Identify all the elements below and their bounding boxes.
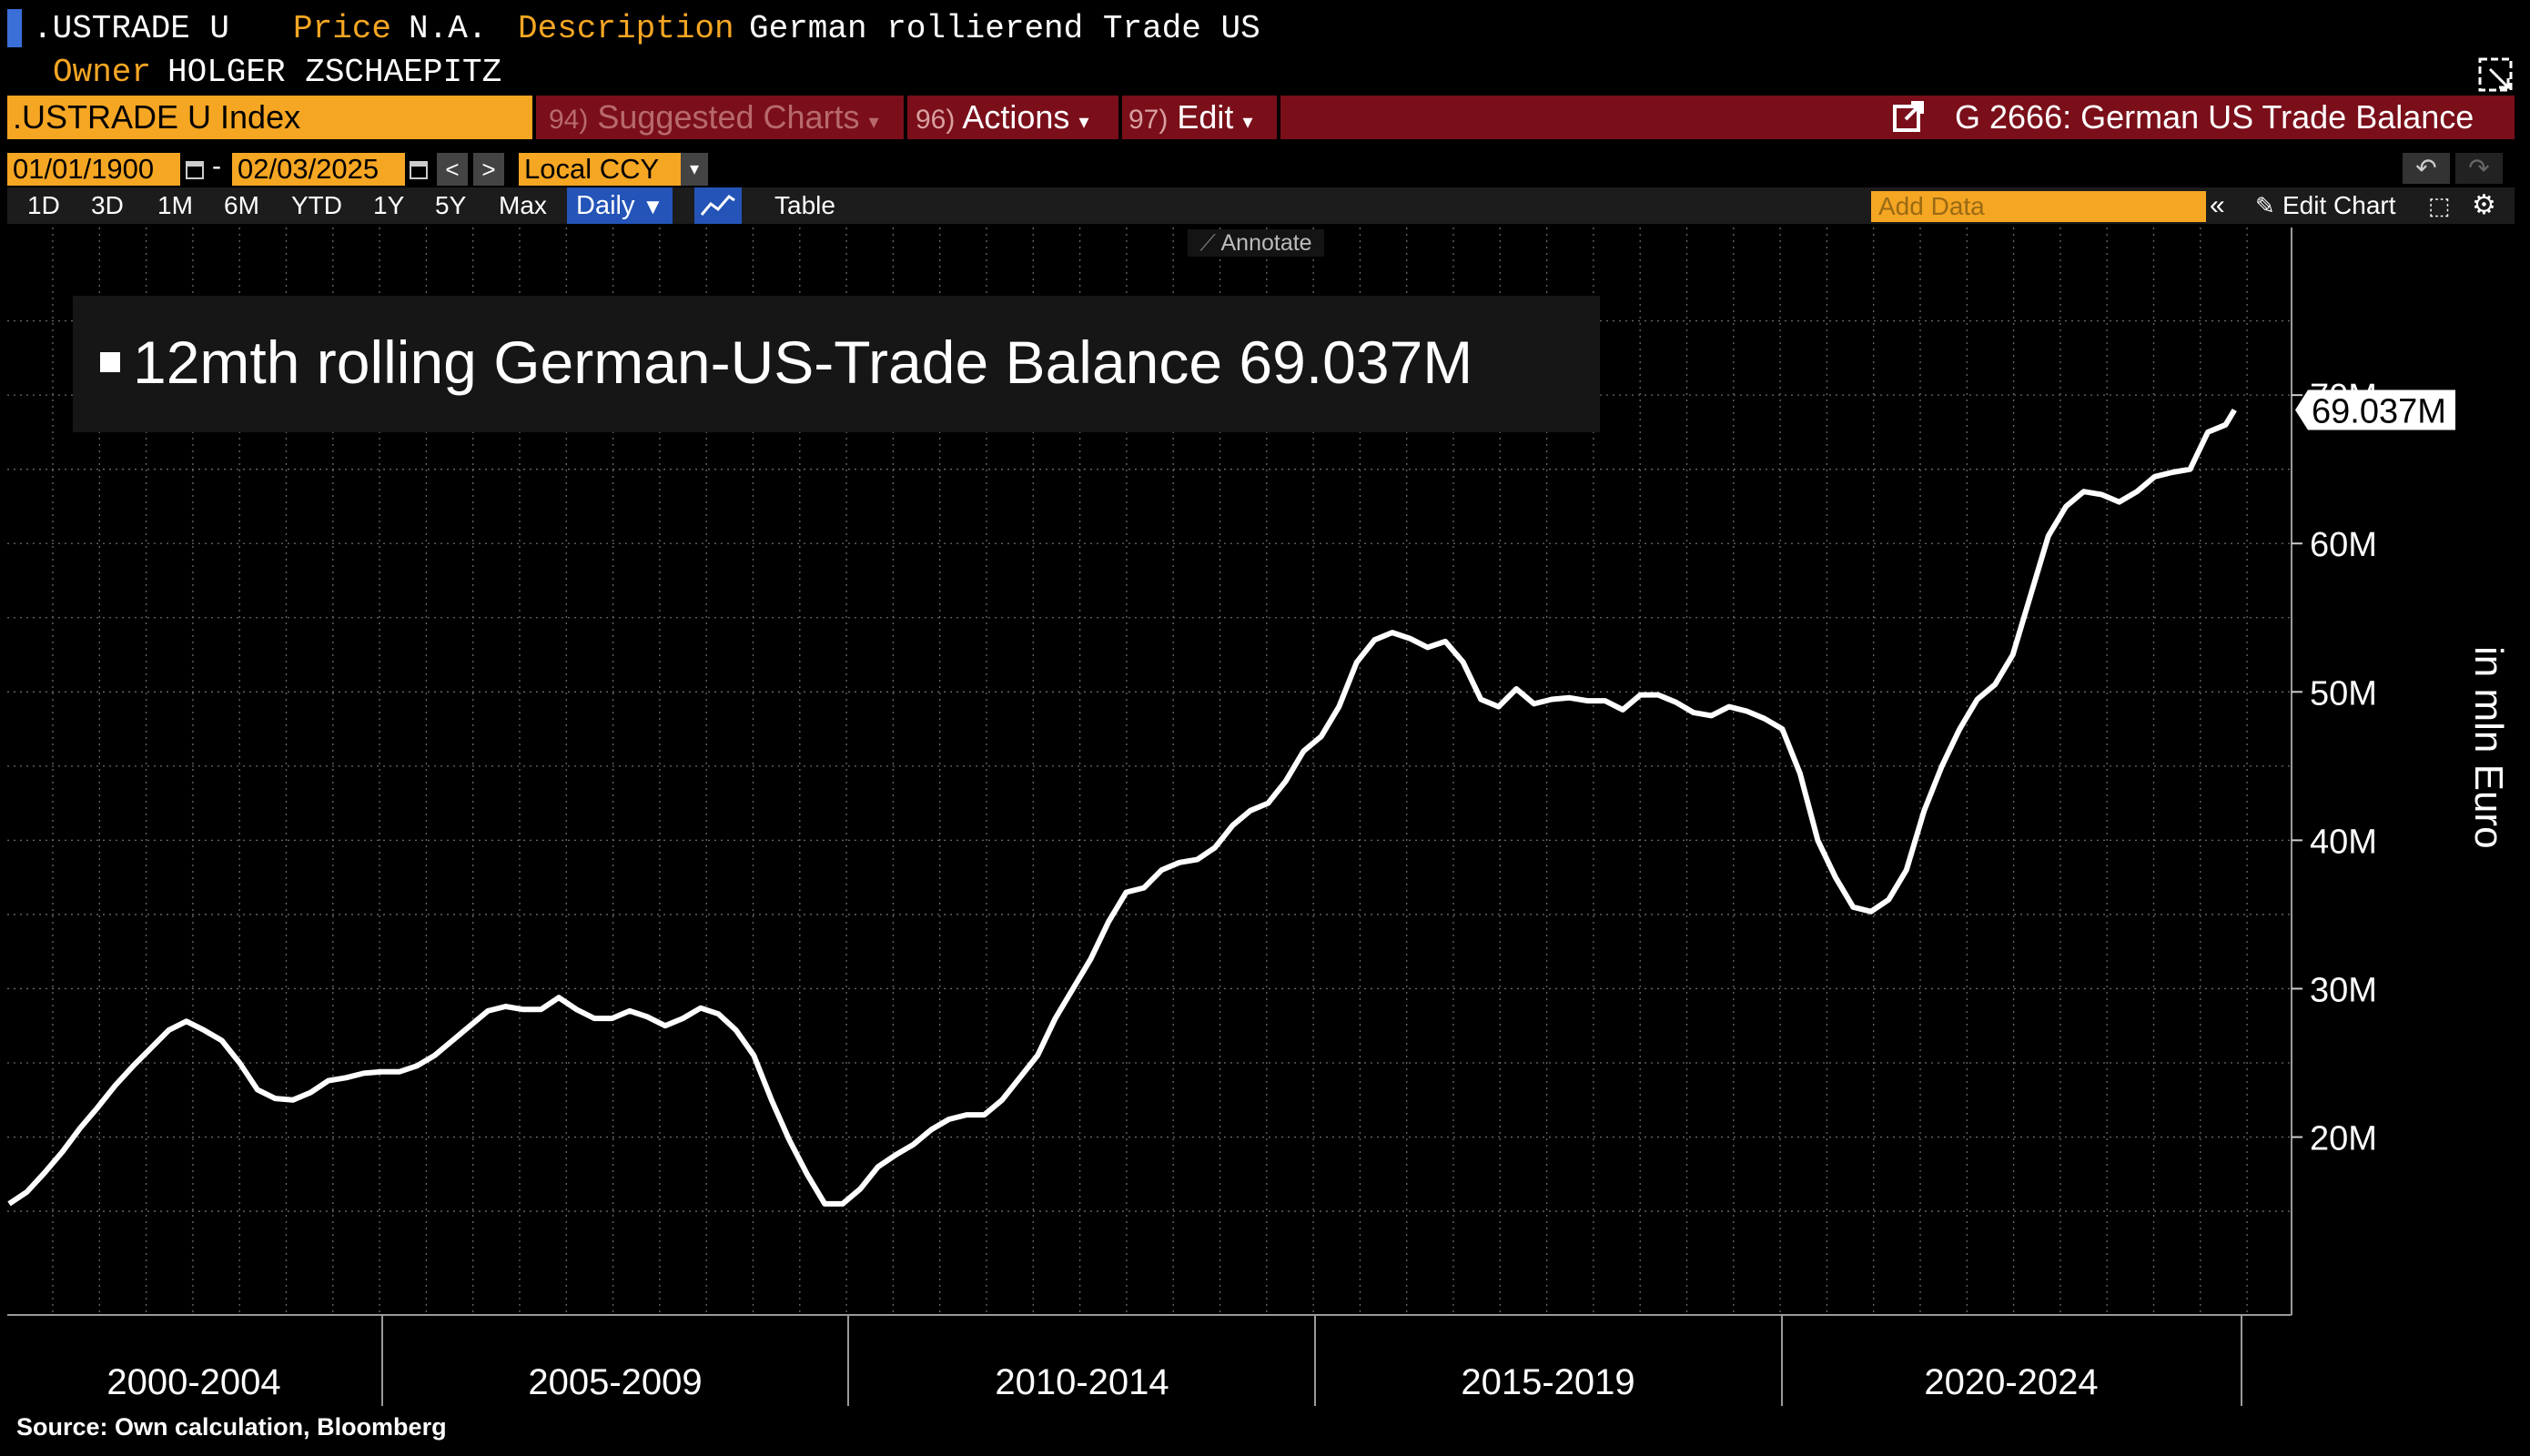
frequency-label: Daily [576,191,635,220]
period-5y[interactable]: 5Y [435,191,467,219]
owner-label: Owner [53,54,152,91]
y-tick-label: 40M [2310,823,2377,861]
x-tick-label: 2000-2004 [106,1362,280,1402]
actions-menu[interactable]: 96) Actions ▾ [916,96,1089,139]
launch-icon[interactable] [1891,101,1928,134]
currency-select[interactable]: Local CCY [519,153,681,186]
price-label: Price [293,10,392,47]
suggested-label: Suggested Charts [597,98,860,136]
actions-label: Actions [962,98,1070,136]
chevron-down-icon: ▼ [642,195,664,219]
legend [73,296,1600,432]
annotate-icon: ⟋ [1199,230,1216,256]
x-tick-label: 2020-2024 [1924,1362,2098,1402]
period-ytd[interactable]: YTD [291,191,342,219]
edit-label: Edit [1177,98,1234,136]
gear-icon[interactable]: ⚙ [2472,190,2496,220]
description-value: German rollierend Trade US [749,10,1260,47]
description-label: Description [518,10,734,47]
next-period-button[interactable]: > [473,153,504,186]
security-marker [7,9,22,47]
chart-marks: 69.037M [8,389,2455,1205]
suggested-charts-menu[interactable]: 94) Suggested Charts ▾ [549,96,879,139]
edit-num: 97) [1128,105,1169,135]
legend-swatch [100,351,120,372]
period-1m[interactable]: 1M [157,191,193,219]
y-tick-label: 50M [2310,674,2377,713]
last-value-tag [2295,389,2455,430]
x-tick-label: 2015-2019 [1461,1362,1634,1402]
ticker: .USTRADE U [33,10,230,47]
y-tick-label: 20M [2310,1120,2377,1158]
y-axis-label: in mln Euro [2466,646,2511,849]
chart-axes: 20M30M40M50M60M70Min mln Euro2000-200420… [7,228,2511,1406]
frequency-select[interactable]: Daily ▼ [567,187,673,224]
period-max[interactable]: Max [499,191,547,219]
prev-period-button[interactable]: < [437,153,468,186]
edit-chart-button[interactable]: Edit Chart [2282,191,2396,219]
period-1d[interactable]: 1D [27,191,60,219]
chart-series [7,408,2237,1207]
period-3d[interactable]: 3D [91,191,124,219]
legend-last-value: 69.037M [1239,329,1473,396]
chevron-down-icon: ▾ [1078,110,1089,133]
collapse-icon[interactable]: « [2210,190,2225,220]
x-tick-label: 2005-2009 [528,1362,702,1402]
y-tick-label: 30M [2310,971,2377,1009]
last-value-label: 69.037M [2312,392,2446,430]
legend-series-name: 12mth rolling German-US-Trade Balance [133,329,1223,396]
chevron-down-icon[interactable]: ▾ [681,153,708,186]
main-toolbar: .USTRADE U Index 94) Suggested Charts ▾ … [7,96,2515,139]
chevron-down-icon: ▾ [868,110,879,133]
x-tick-label: 2010-2014 [995,1362,1169,1402]
annotate-button[interactable]: ⟋ Annotate [1188,229,1324,257]
start-date-field[interactable]: 01/01/1900 [7,153,180,186]
owner-value: HOLGER ZSCHAEPITZ [167,54,502,91]
period-1y[interactable]: 1Y [373,191,405,219]
legend-entry: 12mth rolling German-US-Trade Balance 69… [100,328,1472,397]
source-note: Source: Own calculation, Bloomberg [16,1413,447,1441]
end-date-field[interactable]: 02/03/2025 [232,153,405,186]
period-toolbar: 1D 3D 1M 6M YTD 1Y 5Y Max Daily ▼ Table … [7,187,2515,224]
add-data-input[interactable]: Add Data [1871,191,2206,222]
toolbar-separator [532,96,536,139]
series-line [7,408,2237,1207]
edit-layout-icon[interactable]: ⬚ [2428,192,2451,219]
toolbar-separator [904,96,907,139]
date-dash: - [212,151,221,181]
calendar-icon[interactable] [185,158,205,180]
suggested-num: 94) [549,105,589,135]
edit-menu[interactable]: 97) Edit ▾ [1128,96,1252,139]
chevron-down-icon: ▾ [1242,110,1253,133]
pencil-icon: ✎ [2255,192,2275,219]
actions-num: 96) [916,105,956,135]
line-chart-icon[interactable] [694,187,742,224]
table-button[interactable]: Table [774,191,835,219]
undo-icon[interactable]: ↶ [2403,153,2450,184]
toolbar-separator [1118,96,1122,139]
popout-icon[interactable] [2477,56,2515,95]
period-6m[interactable]: 6M [224,191,259,219]
chart-grid [7,228,2292,1315]
redo-icon[interactable]: ↷ [2455,153,2503,184]
chart-title: G 2666: German US Trade Balance [1955,98,2474,136]
security-field[interactable]: .USTRADE U Index [7,96,532,139]
toolbar-separator [1277,96,1280,139]
annotate-label: Annotate [1220,230,1312,256]
price-value: N.A. [409,10,488,47]
y-tick-label: 60M [2310,526,2377,564]
calendar-icon[interactable] [409,158,429,180]
